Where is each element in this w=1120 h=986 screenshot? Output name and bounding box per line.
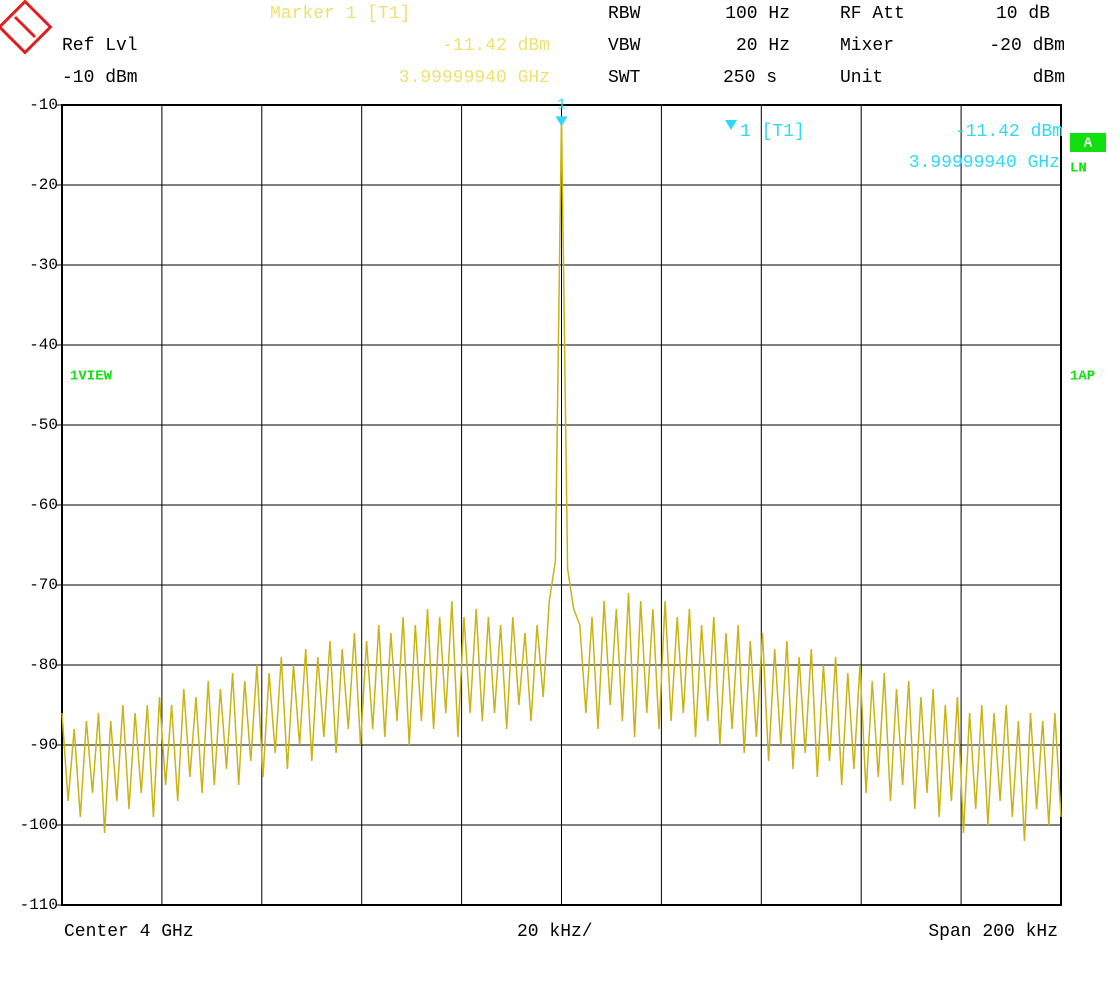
- plot: -10 -20 -30 -40 -50 -60 -70 -80 -90 -100 -110 1: [20, 96, 1062, 914]
- div-label: 20 kHz/: [517, 922, 593, 942]
- ln-label: LN: [1070, 161, 1087, 177]
- marker-box-freq: 3.99999940 GHz: [909, 153, 1060, 173]
- y-tick-label: -80: [29, 656, 58, 674]
- detector-label: 1AP: [1070, 369, 1095, 385]
- unit-value: dBm: [1033, 68, 1065, 88]
- marker-name: 1 [T1]: [740, 122, 805, 142]
- peak-marker: [555, 116, 568, 127]
- mixer-value: -20 dBm: [989, 36, 1065, 56]
- y-tick-label: -50: [29, 416, 58, 434]
- y-tick-label: -10: [29, 96, 58, 114]
- span-label: Span 200 kHz: [928, 922, 1058, 942]
- rf-att-label: RF Att: [840, 4, 905, 24]
- peak-marker-number: 1: [557, 96, 566, 113]
- vbw-label: VBW: [608, 36, 641, 56]
- plot-frame: [61, 104, 1062, 906]
- marker-box-level: -11.42 dBm: [955, 122, 1063, 142]
- center-label: Center 4 GHz: [64, 922, 194, 942]
- trace-mode-box: [1070, 133, 1106, 152]
- marker-freq: 3.99999940 GHz: [399, 68, 550, 88]
- ref-lvl-value: -10 dBm: [62, 68, 138, 88]
- marker-icon: [725, 120, 737, 130]
- swt-value: 250 s: [723, 68, 777, 88]
- y-tick-label: -70: [29, 576, 58, 594]
- view-label: 1VIEW: [70, 369, 113, 385]
- y-tick-label: -90: [29, 736, 58, 754]
- y-tick-label: -100: [20, 816, 58, 834]
- rbw-value: 100 Hz: [725, 4, 790, 24]
- y-tick-label: -20: [29, 176, 58, 194]
- rf-att-value: 10 dB: [996, 4, 1050, 24]
- rbw-label: RBW: [608, 4, 641, 24]
- y-tick-label: -60: [29, 496, 58, 514]
- logo: [0, 0, 53, 55]
- marker-title: Marker 1 [T1]: [270, 4, 410, 24]
- y-tick-label: -40: [29, 336, 58, 354]
- marker-level: -11.42 dBm: [442, 36, 550, 56]
- swt-label: SWT: [608, 68, 641, 88]
- unit-label: Unit: [840, 68, 883, 88]
- y-tick-label: -30: [29, 256, 58, 274]
- ref-lvl-label: Ref Lvl: [62, 36, 138, 56]
- y-tick-label: -110: [20, 896, 58, 914]
- vbw-value: 20 Hz: [736, 36, 790, 56]
- mixer-label: Mixer: [840, 36, 894, 56]
- trace-mode: A: [1084, 136, 1093, 152]
